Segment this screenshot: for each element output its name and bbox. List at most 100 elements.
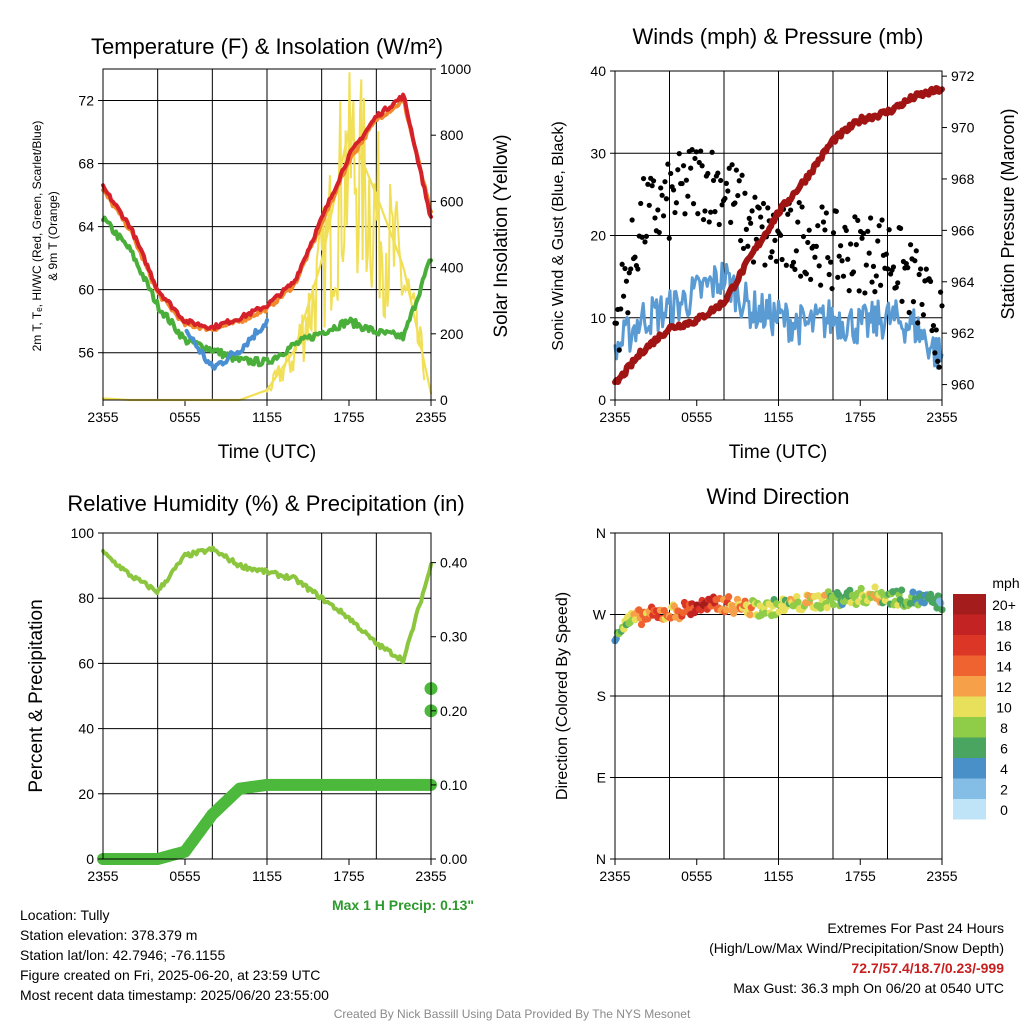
elevation-text: Station elevation: 378.379 m: [20, 927, 198, 943]
wind-gust-point: [733, 167, 739, 173]
wind-gust-point: [933, 327, 939, 333]
rh-left-tick-label: 40: [78, 721, 94, 737]
wind-right-tick-label: 960: [951, 377, 975, 393]
wind-x-tick-label: 1755: [845, 409, 876, 425]
speed-legend: 20+ 18 16 14 12 10 8 6 4 2 0: [953, 594, 1016, 820]
temp-y2-axis-label: Solar Insolation (Yellow): [491, 134, 512, 337]
wind-gust-point: [886, 227, 892, 233]
temp-left-tick-label: 64: [78, 219, 94, 235]
temp-right-tick-label: 200: [440, 326, 464, 342]
wind-gust-point: [710, 177, 717, 184]
wind-gust-point: [932, 350, 938, 356]
rh-x-tick-label: 2355: [415, 868, 446, 884]
wind-gust-point: [812, 254, 818, 260]
wind-gust-point: [692, 155, 698, 162]
wind-gust-point: [745, 243, 751, 249]
wind-gust-point: [783, 262, 789, 268]
wind-right-tick-label: 962: [951, 325, 975, 341]
wind-gust-point: [705, 170, 711, 177]
wind-gust-point: [718, 177, 724, 184]
rh-y-axis-label: Percent & Precipitation: [26, 599, 47, 792]
wind-gust-point: [772, 237, 778, 243]
wind-gust-point: [875, 238, 881, 244]
legend-label: 12: [996, 679, 1012, 695]
wind-gust-point: [818, 282, 824, 288]
wind-x-tick-label: 2355: [599, 409, 630, 425]
dir-left-tick-label: S: [597, 688, 606, 704]
wind-gust-point: [748, 220, 754, 226]
temp-left-tick-label: 60: [78, 282, 94, 298]
wind-gust-point: [736, 178, 742, 184]
wind-gust-point: [723, 180, 729, 186]
temp-right-tick-label: 800: [440, 127, 464, 143]
wind-gust-point: [839, 258, 845, 264]
wind-gust-point: [708, 209, 714, 215]
wind-gust-point: [679, 180, 685, 187]
temp-x-tick-label: 0555: [169, 409, 200, 425]
wind-gust-point: [765, 205, 771, 211]
wind-gust-point: [853, 242, 859, 248]
wind-gust-point: [620, 293, 627, 299]
wind-gust-point: [735, 192, 741, 199]
wind-gust-point: [803, 271, 809, 277]
dir-series-points: [611, 583, 946, 645]
wind-gust-point: [865, 228, 871, 234]
wind-gust-point: [845, 256, 851, 262]
max-precip-label: Max 1 H Precip: 0.13": [331, 897, 474, 913]
dir-x-tick-label: 1155: [763, 868, 793, 884]
wind-left-tick-label: 0: [598, 392, 606, 408]
wind-gust-point: [722, 195, 728, 202]
rh-left-tick-label: 0: [86, 851, 94, 867]
rh-grid: [103, 533, 431, 859]
wind-chart-title: Winds (mph) & Pressure (mb): [633, 24, 924, 49]
wind-gust-point: [915, 320, 921, 326]
wind-gust-point: [716, 221, 722, 228]
rh-x-tick-label: 1155: [252, 868, 282, 884]
extremes-values: 72.7/57.4/18.7/0.23/-999: [851, 960, 1004, 976]
wind-gust-point: [885, 266, 891, 272]
wind-gust-point: [816, 263, 822, 269]
wind-gust-point: [662, 179, 668, 185]
wind-gust-point: [750, 259, 757, 265]
temp-series-hi-wc: [184, 318, 269, 371]
wind-gust-point: [899, 298, 905, 304]
wind-gust-point: [670, 187, 677, 193]
wind-gust-point: [800, 233, 807, 240]
wind-gust-point: [623, 278, 630, 284]
wind-gust-point: [912, 258, 918, 264]
wind-gust-point: [840, 273, 847, 279]
wind-gust-point: [695, 211, 701, 217]
legend-title: mph: [992, 575, 1019, 591]
wind-gust-point: [625, 310, 631, 316]
wind-gust-point: [877, 282, 884, 288]
credit-text: Created By Nick Bassill Using Data Provi…: [333, 1007, 691, 1021]
wind-gust-point: [838, 243, 844, 249]
wind-gust-point: [805, 239, 811, 246]
wind-gust-point: [699, 163, 705, 169]
temp-right-tick-label: 600: [440, 193, 464, 209]
wind-left-tick-label: 30: [590, 145, 606, 161]
wind-gust-point: [808, 276, 814, 283]
wind-gust-point: [917, 266, 924, 272]
wind-plot-frame: 2355 0555 1155 1755 2355: [599, 400, 958, 425]
wind-gust-point: [935, 358, 941, 364]
wind-gust-point: [920, 312, 927, 318]
wind-gust-point: [693, 149, 699, 155]
wind-gust-point: [830, 230, 837, 236]
wind-gust-point: [685, 193, 691, 199]
rh-right-tick-label: 0.10: [440, 777, 467, 793]
dir-x-tick-label: 2355: [926, 868, 957, 884]
temp-plot-frame: 2355 0555 1155 1755 2355: [87, 400, 447, 425]
wind-gust-point: [913, 248, 919, 254]
rh-right-tick-label: 0.30: [440, 629, 467, 645]
wind-gust-point: [798, 273, 804, 279]
dir-point: [909, 588, 917, 596]
wind-gust-point: [742, 190, 748, 196]
wind-gust-point: [665, 161, 671, 167]
legend-label: 18: [996, 618, 1012, 634]
wind-gust-point: [852, 214, 858, 220]
rh-plot-border: [102, 532, 432, 860]
wind-right-tick-label: 966: [951, 222, 975, 238]
wind-gust-point: [868, 215, 874, 221]
wind-gust-point: [806, 227, 812, 233]
